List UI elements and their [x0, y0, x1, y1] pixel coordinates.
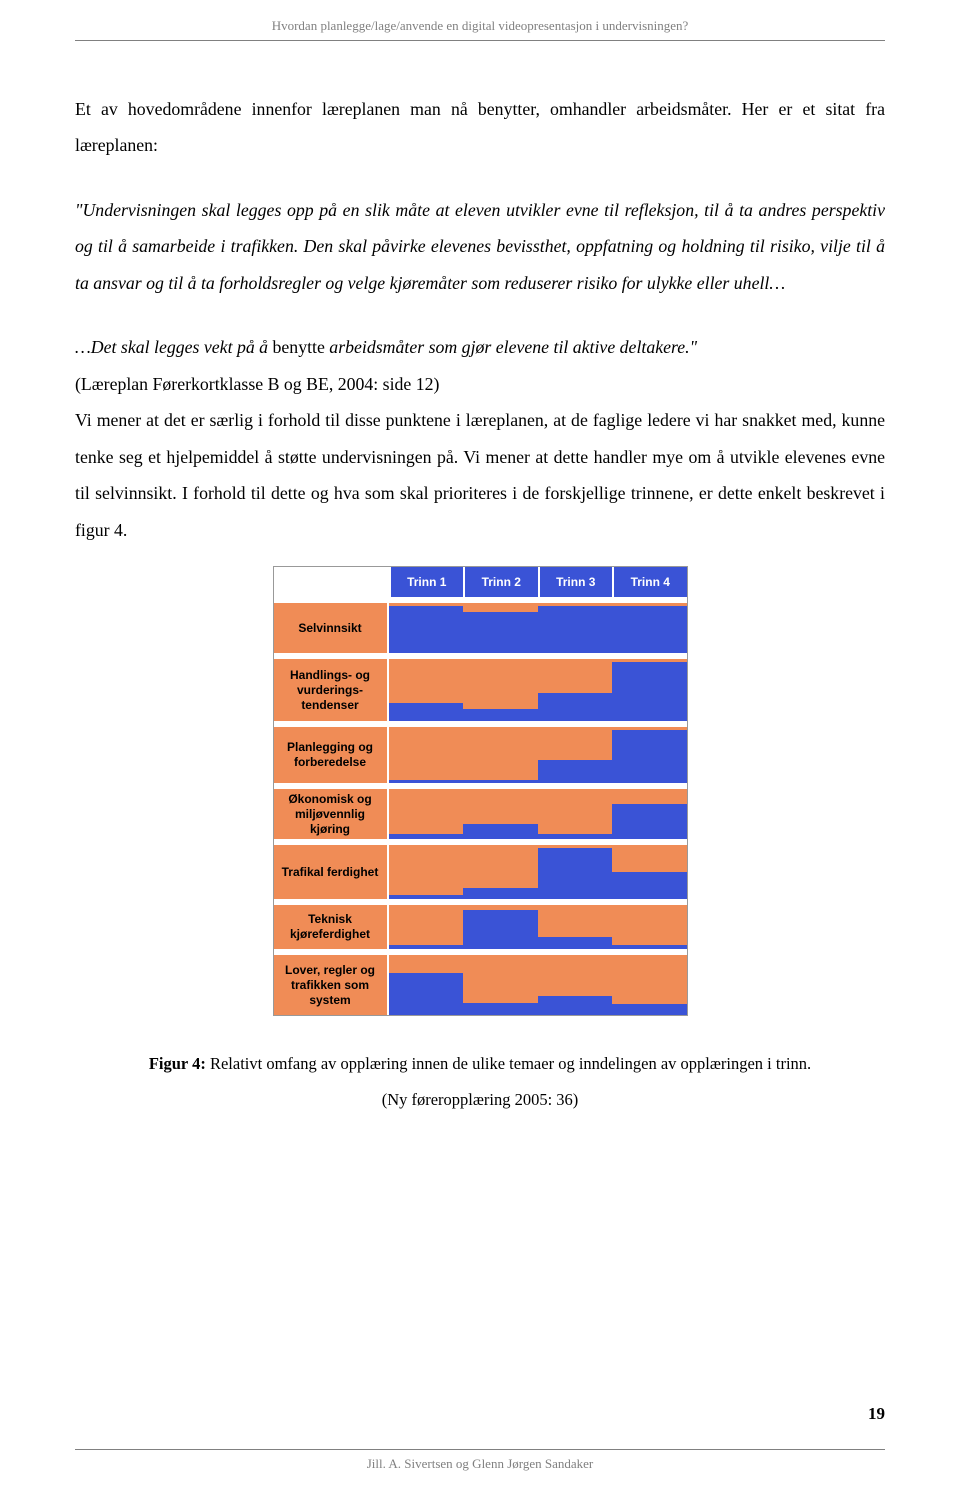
chart-bar	[389, 895, 464, 899]
chart-bar	[463, 1003, 538, 1015]
chart-bar	[612, 945, 687, 949]
chart-column-header: Trinn 4	[612, 567, 687, 597]
chart-row-bars	[389, 845, 687, 899]
figure-caption-text: Relativt omfang av opplæring innen de ul…	[210, 1054, 811, 1073]
quote-citation: (Læreplan Førerkortklasse B og BE, 2004:…	[75, 374, 439, 394]
quote2-prefix: …Det skal legges vekt på å	[75, 337, 273, 357]
chart-bar	[612, 730, 687, 783]
chart-row: Økonomisk og miljøvennlig kjøring	[274, 783, 687, 839]
chart-bar	[538, 834, 613, 839]
chart-row-bars	[389, 905, 687, 949]
chart-header-cells: Trinn 1Trinn 2Trinn 3Trinn 4	[389, 567, 687, 597]
chart-bar	[612, 662, 687, 721]
paragraph-2: Vi mener at det er særlig i forhold til …	[75, 402, 885, 548]
chart-row-label: Selvinnsikt	[274, 603, 389, 653]
chart-bar	[389, 973, 464, 1015]
chart-rows: Selvinnsikt Handlings- og vurderings-tend…	[274, 597, 687, 1015]
page-header-text: Hvordan planlegge/lage/anvende en digita…	[75, 0, 885, 40]
footer-text: Jill. A. Sivertsen og Glenn Jørgen Sanda…	[75, 1456, 885, 1472]
chart-header-spacer	[274, 567, 389, 597]
chart-bar	[389, 834, 464, 839]
intro-paragraph: Et av hovedområdene innenfor læreplanen …	[75, 91, 885, 164]
figure-label: Figur 4:	[149, 1054, 210, 1073]
chart-row-bars	[389, 659, 687, 721]
chart-bar	[463, 888, 538, 899]
chart-bar	[612, 872, 687, 899]
chart-row-label: Lover, regler og trafikken som system	[274, 955, 389, 1015]
quote-paragraph-2: …Det skal legges vekt på å benytte arbei…	[75, 329, 885, 402]
quote2-suffix: arbeidsmåter som gjør elevene til aktive…	[325, 337, 697, 357]
chart-bar	[389, 780, 464, 783]
quote2-benytte: benytte	[273, 337, 325, 357]
figure-caption-block: Figur 4: Relativt omfang av opplæring in…	[75, 1046, 885, 1119]
chart-row-label: Økonomisk og miljøvennlig kjøring	[274, 789, 389, 839]
chart-row-label: Trafikal ferdighet	[274, 845, 389, 899]
page-number: 19	[868, 1404, 885, 1424]
chart-bar	[612, 804, 687, 839]
footer-rule	[75, 1449, 885, 1450]
chart-row: Handlings- og vurderings-tendenser	[274, 653, 687, 721]
chart-bar	[463, 709, 538, 721]
chart-row-bars	[389, 955, 687, 1015]
chart-row-bars	[389, 727, 687, 783]
chart-bar	[538, 937, 613, 949]
chart-bar	[612, 606, 687, 653]
figure-4-chart: Trinn 1Trinn 2Trinn 3Trinn 4 Selvinnsikt…	[273, 566, 688, 1016]
chart-row: Lover, regler og trafikken som system	[274, 949, 687, 1015]
chart-bar	[463, 612, 538, 653]
chart-bar	[389, 703, 464, 722]
chart-column-header: Trinn 3	[538, 567, 613, 597]
chart-bar	[463, 910, 538, 950]
chart-bar	[389, 606, 464, 653]
chart-bar	[463, 780, 538, 783]
body-text-block: Et av hovedområdene innenfor læreplanen …	[75, 91, 885, 548]
header-rule	[75, 40, 885, 41]
chart-bar	[612, 1004, 687, 1015]
chart-column-header: Trinn 1	[389, 567, 464, 597]
chart-row-label: Planlegging og forberedelse	[274, 727, 389, 783]
chart-bar	[538, 848, 613, 899]
quote-paragraph-1: "Undervisningen skal legges opp på en sl…	[75, 192, 885, 301]
chart-row: Planlegging og forberedelse	[274, 721, 687, 783]
chart-row-bars	[389, 789, 687, 839]
chart-bar	[538, 693, 613, 722]
chart-bar	[538, 996, 613, 1015]
chart-row-label: Teknisk kjøreferdighet	[274, 905, 389, 949]
chart-bar	[538, 606, 613, 653]
chart-row: Selvinnsikt	[274, 597, 687, 653]
chart-bar	[463, 824, 538, 839]
chart-header-row: Trinn 1Trinn 2Trinn 3Trinn 4	[274, 567, 687, 597]
chart-row-bars	[389, 603, 687, 653]
chart-row-label: Handlings- og vurderings-tendenser	[274, 659, 389, 721]
figure-4-wrap: Trinn 1Trinn 2Trinn 3Trinn 4 Selvinnsikt…	[75, 566, 885, 1016]
page-footer: Jill. A. Sivertsen og Glenn Jørgen Sanda…	[75, 1449, 885, 1472]
chart-bar	[389, 945, 464, 949]
chart-column-header: Trinn 2	[463, 567, 538, 597]
figure-source: (Ny føreropplæring 2005: 36)	[382, 1090, 579, 1109]
chart-row: Teknisk kjøreferdighet	[274, 899, 687, 949]
chart-bar	[538, 760, 613, 784]
chart-row: Trafikal ferdighet	[274, 839, 687, 899]
